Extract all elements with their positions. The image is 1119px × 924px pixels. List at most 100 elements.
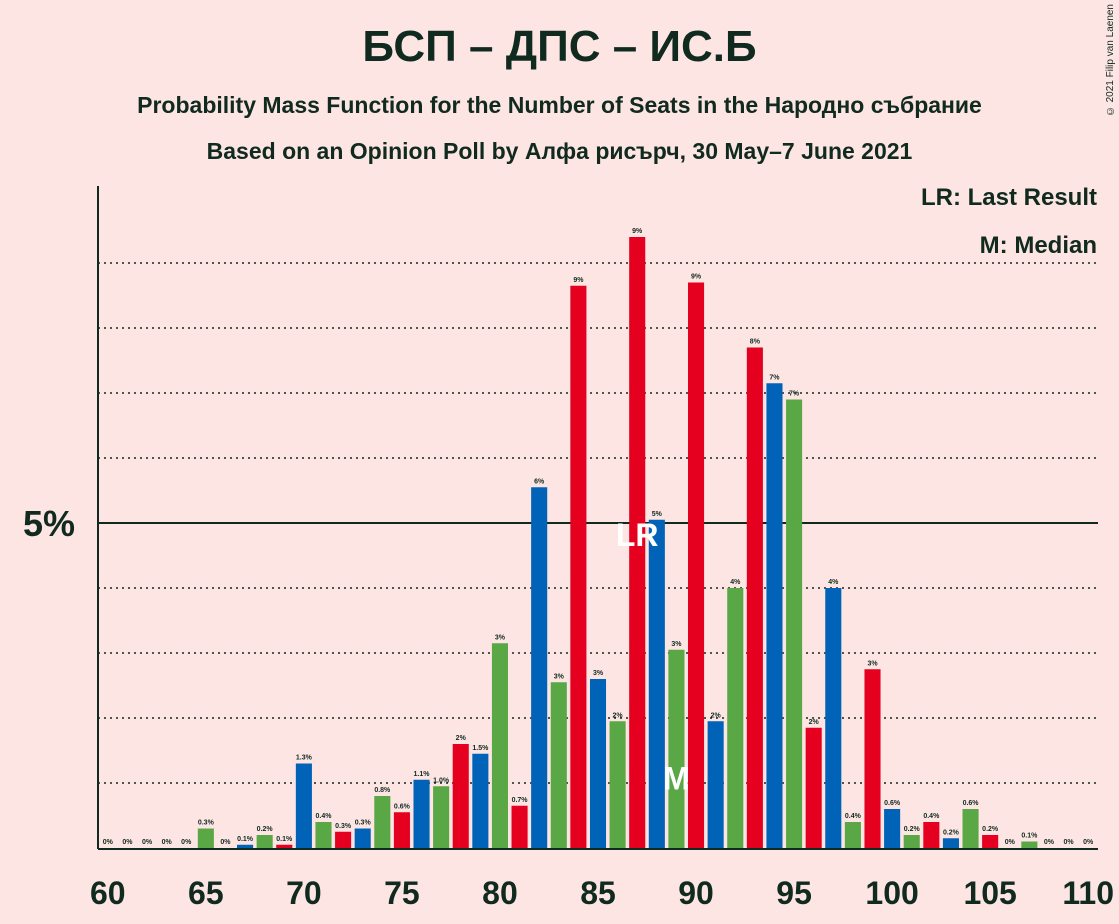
data-label-87: 9% xyxy=(632,228,643,235)
x-tick-label: 95 xyxy=(776,875,812,911)
bar-91 xyxy=(707,721,724,848)
data-label-61: 0% xyxy=(122,839,133,846)
chart-title: БСП – ДПС – ИС.Б xyxy=(362,22,757,71)
data-label-99: 3% xyxy=(867,660,878,667)
data-label-82: 6% xyxy=(534,478,545,485)
bar-83 xyxy=(550,682,567,848)
bar-87 xyxy=(629,237,646,848)
data-label-85: 3% xyxy=(593,670,604,677)
data-label-89: 3% xyxy=(671,641,682,648)
bar-68 xyxy=(256,835,273,848)
data-label-80: 3% xyxy=(495,634,506,641)
bar-78 xyxy=(452,744,469,848)
bar-100 xyxy=(884,809,901,848)
bar-89 xyxy=(668,649,685,848)
data-label-72: 0.3% xyxy=(335,823,352,830)
x-tick-label: 70 xyxy=(286,875,322,911)
bar-80 xyxy=(491,643,508,848)
x-tick-label: 80 xyxy=(482,875,518,911)
bar-71 xyxy=(315,822,332,848)
x-tick-label: 105 xyxy=(963,875,1016,911)
bar-90 xyxy=(688,282,705,848)
bar-65 xyxy=(197,828,214,848)
data-label-64: 0% xyxy=(181,839,192,846)
bar-98 xyxy=(844,822,861,848)
bar-86 xyxy=(609,721,626,848)
bar-82 xyxy=(531,487,548,848)
data-label-70: 1.3% xyxy=(296,755,313,762)
data-label-65: 0.3% xyxy=(198,820,215,827)
data-label-84: 9% xyxy=(573,277,584,284)
bar-107 xyxy=(1021,841,1038,848)
bar-73 xyxy=(354,828,371,848)
bar-97 xyxy=(825,588,842,848)
bar-88 xyxy=(648,519,665,848)
chart-subtitle: Probability Mass Function for the Number… xyxy=(137,92,982,118)
poll-source: Based on an Opinion Poll by Алфа рисърч,… xyxy=(206,138,913,164)
data-label-108: 0% xyxy=(1044,839,1055,846)
data-label-100: 0.6% xyxy=(884,800,901,807)
data-label-109: 0% xyxy=(1064,839,1075,846)
bar-81 xyxy=(511,805,528,848)
bar-105 xyxy=(982,835,999,848)
data-label-103: 0.2% xyxy=(943,829,960,836)
bar-79 xyxy=(472,753,489,848)
bar-95 xyxy=(786,399,803,848)
data-label-90: 9% xyxy=(691,274,702,281)
data-label-71: 0.4% xyxy=(316,813,333,820)
bar-92 xyxy=(727,588,744,848)
data-label-76: 1.1% xyxy=(414,771,431,778)
data-label-66: 0% xyxy=(220,839,231,846)
data-label-73: 0.3% xyxy=(355,820,372,827)
data-label-68: 0.2% xyxy=(257,826,274,833)
bar-104 xyxy=(962,809,979,848)
data-label-62: 0% xyxy=(142,839,153,846)
data-label-106: 0% xyxy=(1005,839,1016,846)
bar-75 xyxy=(393,812,410,848)
bar-70 xyxy=(295,763,312,848)
legend-median: M: Median xyxy=(979,232,1097,259)
bar-74 xyxy=(374,796,391,848)
data-label-97: 4% xyxy=(828,579,839,586)
data-label-105: 0.2% xyxy=(982,826,999,833)
bar-85 xyxy=(589,679,607,848)
bar-99 xyxy=(864,669,881,848)
last-result-marker: LR xyxy=(616,517,659,553)
x-tick-label: 85 xyxy=(580,875,616,911)
data-label-63: 0% xyxy=(162,839,173,846)
median-marker: M xyxy=(663,761,690,797)
data-label-67: 0.1% xyxy=(237,836,254,843)
data-label-110: 0% xyxy=(1083,839,1094,846)
data-label-88: 5% xyxy=(652,511,663,518)
bar-101 xyxy=(903,835,920,848)
bar-76 xyxy=(413,779,430,848)
data-label-83: 3% xyxy=(554,673,565,680)
data-label-98: 0.4% xyxy=(845,813,862,820)
data-label-74: 0.8% xyxy=(374,787,391,794)
x-tick-label: 110 xyxy=(1062,875,1114,911)
data-label-96: 2% xyxy=(809,719,820,726)
y-tick-label: 5% xyxy=(23,503,75,544)
legend-last-result: LR: Last Result xyxy=(920,184,1097,211)
data-label-95: 7% xyxy=(789,391,800,398)
data-label-101: 0.2% xyxy=(904,826,921,833)
bar-67 xyxy=(237,844,254,848)
bar-102 xyxy=(923,822,940,848)
data-label-91: 2% xyxy=(711,712,722,719)
bar-94 xyxy=(766,383,783,848)
bar-103 xyxy=(942,838,959,848)
x-tick-label: 65 xyxy=(188,875,224,911)
data-label-79: 1.5% xyxy=(472,745,489,752)
x-tick-label: 90 xyxy=(678,875,714,911)
data-label-93: 8% xyxy=(750,339,761,346)
data-label-86: 2% xyxy=(613,712,624,719)
bar-96 xyxy=(805,727,822,848)
data-label-69: 0.1% xyxy=(276,836,293,843)
data-label-75: 0.6% xyxy=(394,803,411,810)
bar-84 xyxy=(570,285,587,848)
x-tick-label: 60 xyxy=(90,875,126,911)
data-label-92: 4% xyxy=(730,579,741,586)
data-label-107: 0.1% xyxy=(1021,833,1038,840)
data-label-104: 0.6% xyxy=(963,800,980,807)
